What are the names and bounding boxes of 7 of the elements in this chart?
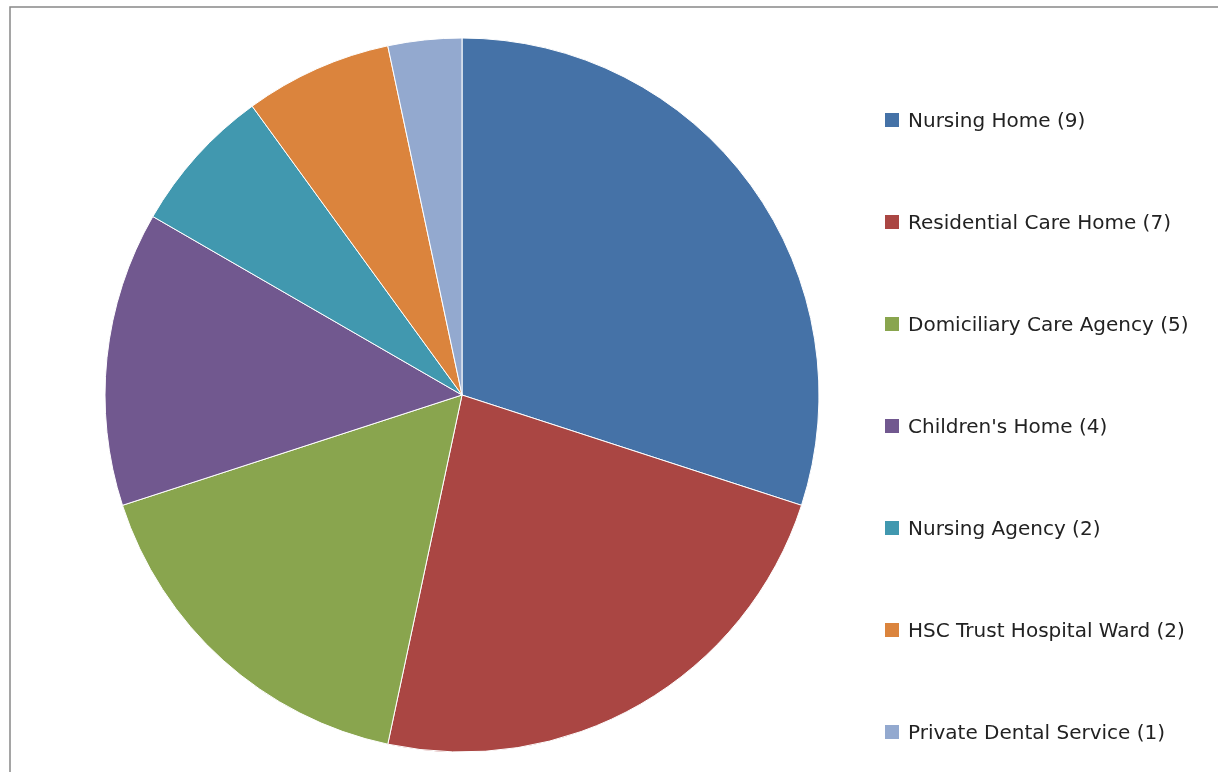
legend-label: Nursing Home (9) (908, 108, 1086, 132)
legend-label: Residential Care Home (7) (908, 210, 1171, 234)
legend-label: Private Dental Service (1) (908, 720, 1166, 744)
legend-label: HSC Trust Hospital Ward (2) (908, 618, 1185, 642)
legend-label: Children's Home (4) (908, 414, 1108, 438)
legend-label: Nursing Agency (2) (908, 516, 1101, 540)
legend-label: Domiciliary Care Agency (5) (908, 312, 1189, 336)
